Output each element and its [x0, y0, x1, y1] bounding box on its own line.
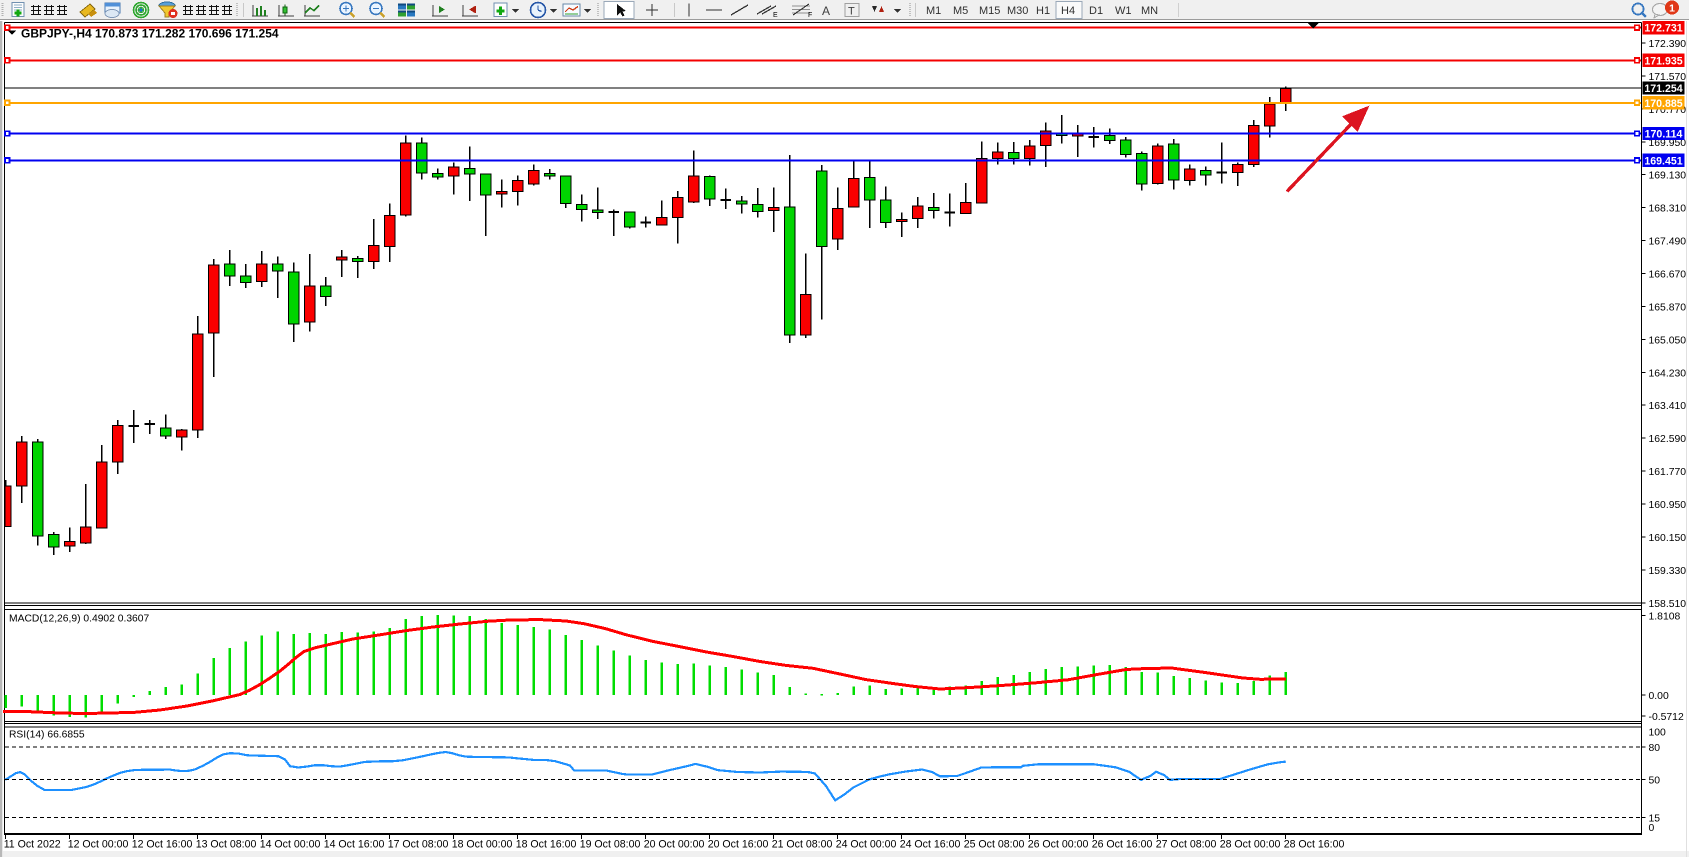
svg-text:163.410: 163.410: [1649, 401, 1687, 412]
svg-text:169.451: 169.451: [1644, 155, 1682, 167]
svg-text:E: E: [773, 12, 778, 19]
svg-text:F: F: [808, 12, 812, 19]
svg-text:H1: H1: [1036, 5, 1050, 17]
svg-text:A: A: [822, 4, 830, 18]
svg-text:25 Oct 08:00: 25 Oct 08:00: [964, 839, 1025, 851]
svg-text:24 Oct 00:00: 24 Oct 00:00: [836, 839, 897, 851]
svg-text:50: 50: [1649, 775, 1661, 786]
svg-text:M15: M15: [979, 5, 1000, 17]
svg-text:171.570: 171.570: [1649, 72, 1687, 83]
svg-text:GBPJPY-,H4 170.873 171.282 17: GBPJPY-,H4 170.873 171.282 170.696 171.2…: [21, 27, 279, 41]
svg-text:160.150: 160.150: [1649, 533, 1687, 544]
svg-text:161.770: 161.770: [1649, 467, 1687, 478]
svg-text:21 Oct 08:00: 21 Oct 08:00: [772, 839, 833, 851]
svg-text:168.310: 168.310: [1649, 204, 1687, 215]
svg-text:14 Oct 00:00: 14 Oct 00:00: [260, 839, 321, 851]
svg-text:19 Oct 08:00: 19 Oct 08:00: [580, 839, 641, 851]
svg-text:M30: M30: [1007, 5, 1028, 17]
svg-text:T: T: [848, 6, 855, 18]
svg-text:18 Oct 16:00: 18 Oct 16:00: [516, 839, 577, 851]
svg-text:165.050: 165.050: [1649, 335, 1687, 346]
svg-text:164.230: 164.230: [1649, 368, 1687, 379]
svg-text:169.130: 169.130: [1649, 171, 1687, 182]
svg-text:170.114: 170.114: [1645, 129, 1683, 141]
svg-text:171.935: 171.935: [1644, 55, 1682, 67]
svg-text:165.870: 165.870: [1649, 302, 1687, 313]
svg-text:27 Oct 08:00: 27 Oct 08:00: [1156, 839, 1217, 851]
svg-text:18 Oct 00:00: 18 Oct 00:00: [452, 839, 513, 851]
svg-text:171.254: 171.254: [1644, 83, 1682, 95]
svg-text:M5: M5: [953, 5, 968, 17]
svg-text:20 Oct 16:00: 20 Oct 16:00: [708, 839, 769, 851]
svg-text:100: 100: [1649, 728, 1667, 739]
svg-text:H4: H4: [1061, 5, 1075, 17]
svg-text:0: 0: [1649, 823, 1655, 834]
svg-text:26 Oct 16:00: 26 Oct 16:00: [1092, 839, 1153, 851]
svg-text:159.330: 159.330: [1649, 566, 1687, 577]
svg-text:12 Oct 16:00: 12 Oct 16:00: [132, 839, 193, 851]
svg-text:13 Oct 08:00: 13 Oct 08:00: [196, 839, 257, 851]
svg-text:160.950: 160.950: [1649, 500, 1687, 511]
svg-text:11 Oct 2022: 11 Oct 2022: [4, 839, 61, 851]
svg-text:1.8108: 1.8108: [1649, 612, 1681, 623]
svg-text:1: 1: [1669, 3, 1675, 15]
svg-text:172.731: 172.731: [1644, 23, 1682, 35]
svg-text:169.950: 169.950: [1649, 138, 1687, 149]
svg-text:166.670: 166.670: [1649, 270, 1687, 281]
svg-text:D1: D1: [1089, 5, 1103, 17]
svg-text:RSI(14) 66.6855: RSI(14) 66.6855: [9, 730, 85, 741]
svg-text:158.510: 158.510: [1649, 599, 1687, 610]
svg-text:170.885: 170.885: [1644, 98, 1682, 110]
svg-text:28 Oct 00:00: 28 Oct 00:00: [1220, 839, 1281, 851]
svg-text:14 Oct 16:00: 14 Oct 16:00: [324, 839, 385, 851]
svg-text:MACD(12,26,9) 0.4902 0.3607: MACD(12,26,9) 0.4902 0.3607: [9, 614, 150, 625]
svg-text:170.770: 170.770: [1649, 105, 1687, 116]
svg-text:162.590: 162.590: [1649, 434, 1687, 445]
svg-text:80: 80: [1649, 743, 1661, 754]
svg-text:15: 15: [1649, 813, 1661, 824]
svg-text:MN: MN: [1141, 5, 1158, 17]
svg-text:172.390: 172.390: [1649, 39, 1687, 50]
svg-text:26 Oct 00:00: 26 Oct 00:00: [1028, 839, 1089, 851]
svg-text:24 Oct 16:00: 24 Oct 16:00: [900, 839, 961, 851]
svg-text:167.490: 167.490: [1649, 237, 1687, 248]
svg-text:W1: W1: [1115, 5, 1132, 17]
svg-text:0.00: 0.00: [1649, 691, 1669, 702]
svg-text:20 Oct 00:00: 20 Oct 00:00: [644, 839, 705, 851]
svg-text:17 Oct 08:00: 17 Oct 08:00: [388, 839, 449, 851]
svg-text:-0.5712: -0.5712: [1649, 712, 1684, 723]
svg-text:M1: M1: [926, 5, 941, 17]
svg-text:28 Oct 16:00: 28 Oct 16:00: [1284, 839, 1345, 851]
svg-text:12 Oct 00:00: 12 Oct 00:00: [68, 839, 129, 851]
